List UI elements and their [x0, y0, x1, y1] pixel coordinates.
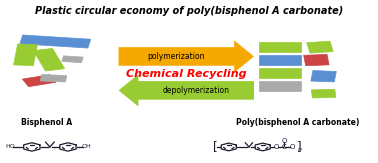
Polygon shape	[119, 40, 254, 73]
Text: depolymerization: depolymerization	[163, 86, 230, 95]
Bar	[40, 74, 67, 82]
Bar	[259, 42, 301, 52]
Bar	[259, 68, 301, 78]
Bar	[22, 75, 56, 87]
Text: O: O	[273, 144, 279, 150]
Text: Bisphenol A: Bisphenol A	[21, 118, 72, 127]
Text: C: C	[282, 144, 287, 150]
Bar	[307, 41, 333, 53]
Text: O: O	[289, 144, 295, 150]
Text: Plastic circular economy of poly(bisphenol A carbonate): Plastic circular economy of poly(bisphen…	[35, 6, 343, 15]
Bar	[14, 44, 37, 66]
Text: $]$: $]$	[296, 140, 301, 154]
Text: O: O	[281, 138, 287, 144]
Text: polymerization: polymerization	[147, 52, 205, 61]
Bar	[304, 54, 329, 66]
Bar	[62, 56, 83, 63]
Text: n: n	[298, 147, 302, 152]
Bar	[259, 81, 301, 91]
Text: HO: HO	[6, 144, 15, 149]
Text: $[$: $[$	[212, 140, 218, 154]
Text: OH: OH	[81, 144, 91, 149]
Bar	[20, 35, 91, 48]
Bar	[259, 55, 301, 65]
Text: Poly(bisphenol A carbonate): Poly(bisphenol A carbonate)	[236, 118, 359, 127]
Polygon shape	[119, 74, 254, 106]
Text: Chemical Recycling: Chemical Recycling	[126, 69, 246, 79]
Bar	[311, 89, 336, 98]
Bar	[311, 71, 336, 82]
Bar	[33, 48, 65, 71]
